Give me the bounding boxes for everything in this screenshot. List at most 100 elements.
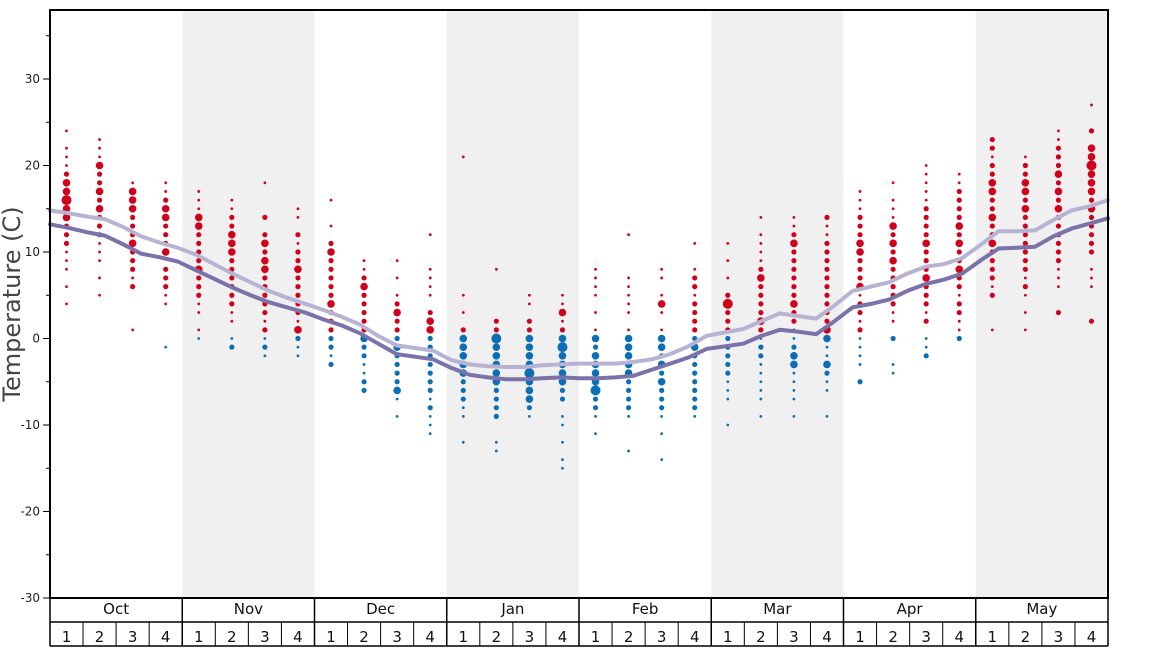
temperature-point bbox=[692, 361, 698, 368]
average-lines bbox=[48, 198, 1110, 382]
temperature-point bbox=[459, 334, 468, 343]
temperature-point bbox=[890, 335, 896, 342]
temperature-point bbox=[625, 405, 632, 411]
temperature-point bbox=[955, 265, 964, 274]
temperature-point bbox=[889, 239, 897, 248]
temperature-point bbox=[1090, 103, 1093, 107]
week-label: 3 bbox=[657, 628, 667, 646]
temperature-point bbox=[65, 302, 68, 306]
temperature-point bbox=[725, 353, 731, 359]
temperature-point bbox=[493, 327, 499, 333]
temperature-point bbox=[988, 187, 997, 196]
temperature-point bbox=[98, 276, 101, 280]
temperature-point bbox=[824, 370, 830, 376]
temperature-point bbox=[328, 266, 334, 272]
temperature-point bbox=[65, 285, 68, 288]
temperature-point bbox=[1055, 145, 1062, 151]
temperature-point bbox=[558, 377, 567, 386]
temperature-point bbox=[427, 379, 433, 385]
temperature-point bbox=[989, 206, 995, 212]
temperature-point bbox=[130, 258, 136, 264]
temperature-point bbox=[757, 274, 765, 282]
temperature-point bbox=[625, 396, 632, 402]
temperature-point bbox=[361, 344, 367, 350]
temperature-point bbox=[1087, 187, 1096, 196]
temperature-point bbox=[889, 256, 897, 265]
temperature-point bbox=[726, 241, 730, 245]
temperature-point bbox=[692, 284, 698, 290]
temperature-point bbox=[558, 334, 567, 343]
temperature-point bbox=[956, 335, 962, 342]
temperature-point bbox=[428, 414, 432, 418]
temperature-point bbox=[1087, 179, 1096, 187]
temperature-point bbox=[890, 284, 896, 290]
temperature-point bbox=[228, 239, 236, 248]
temperature-point bbox=[659, 396, 665, 402]
temperature-point bbox=[329, 224, 333, 228]
temperature-point bbox=[1055, 197, 1062, 203]
temperature-point bbox=[792, 337, 796, 340]
temperature-point bbox=[228, 230, 236, 239]
temperature-point bbox=[262, 275, 268, 281]
temperature-point bbox=[164, 293, 168, 297]
temperature-point bbox=[956, 206, 962, 212]
temperature-point bbox=[924, 164, 928, 167]
temperature-point bbox=[725, 361, 731, 368]
temperature-point bbox=[726, 423, 730, 427]
temperature-point bbox=[230, 337, 234, 340]
temperature-point bbox=[823, 360, 831, 369]
temperature-point bbox=[128, 196, 137, 204]
temperature-point bbox=[98, 138, 101, 141]
temperature-point bbox=[759, 397, 763, 401]
temperature-point bbox=[1055, 240, 1062, 246]
temperature-point bbox=[461, 155, 465, 159]
temperature-point bbox=[61, 195, 72, 206]
temperature-point bbox=[95, 187, 104, 196]
temperature-point bbox=[1057, 129, 1060, 133]
temperature-point bbox=[164, 190, 168, 193]
temperature-point bbox=[726, 397, 730, 401]
temperature-point bbox=[528, 293, 531, 297]
temperature-point bbox=[725, 292, 731, 298]
temperature-point bbox=[791, 292, 797, 298]
temperature-point bbox=[428, 397, 432, 401]
temperature-point bbox=[692, 275, 698, 281]
temperature-point bbox=[161, 248, 170, 256]
temperature-point bbox=[394, 327, 400, 333]
temperature-point bbox=[197, 190, 201, 193]
week-label: 3 bbox=[128, 628, 138, 646]
temperature-point bbox=[923, 223, 929, 229]
temperature-point bbox=[63, 240, 70, 246]
temperature-point bbox=[197, 302, 201, 306]
week-label: 3 bbox=[525, 628, 535, 646]
temperature-point bbox=[327, 300, 335, 308]
temperature-point bbox=[493, 405, 499, 411]
week-label: 4 bbox=[822, 628, 832, 646]
temperature-point bbox=[692, 327, 698, 333]
temperature-point bbox=[792, 371, 796, 375]
temperature-point bbox=[989, 162, 995, 169]
temperature-point bbox=[161, 204, 170, 213]
temperature-point bbox=[660, 293, 664, 297]
temperature-point bbox=[624, 352, 633, 360]
temperature-point bbox=[561, 319, 564, 323]
temperature-point bbox=[96, 197, 103, 203]
temperature-point bbox=[361, 275, 367, 281]
temperature-point bbox=[164, 302, 168, 306]
temperature-point bbox=[956, 232, 962, 238]
temperature-point bbox=[1021, 179, 1030, 187]
temperature-point bbox=[625, 387, 632, 393]
temperature-point bbox=[989, 171, 995, 177]
temperature-point bbox=[692, 396, 698, 402]
temperature-point bbox=[625, 379, 632, 385]
temperature-point bbox=[989, 223, 995, 229]
temperature-point bbox=[594, 267, 597, 271]
temperature-point bbox=[657, 377, 666, 386]
temperature-point bbox=[791, 258, 797, 264]
temperature-point bbox=[660, 328, 664, 332]
temperature-point bbox=[924, 311, 928, 314]
temperature-point bbox=[923, 206, 929, 212]
temperature-point bbox=[197, 207, 201, 211]
week-label: 2 bbox=[1021, 628, 1031, 646]
temperature-point bbox=[427, 309, 433, 316]
